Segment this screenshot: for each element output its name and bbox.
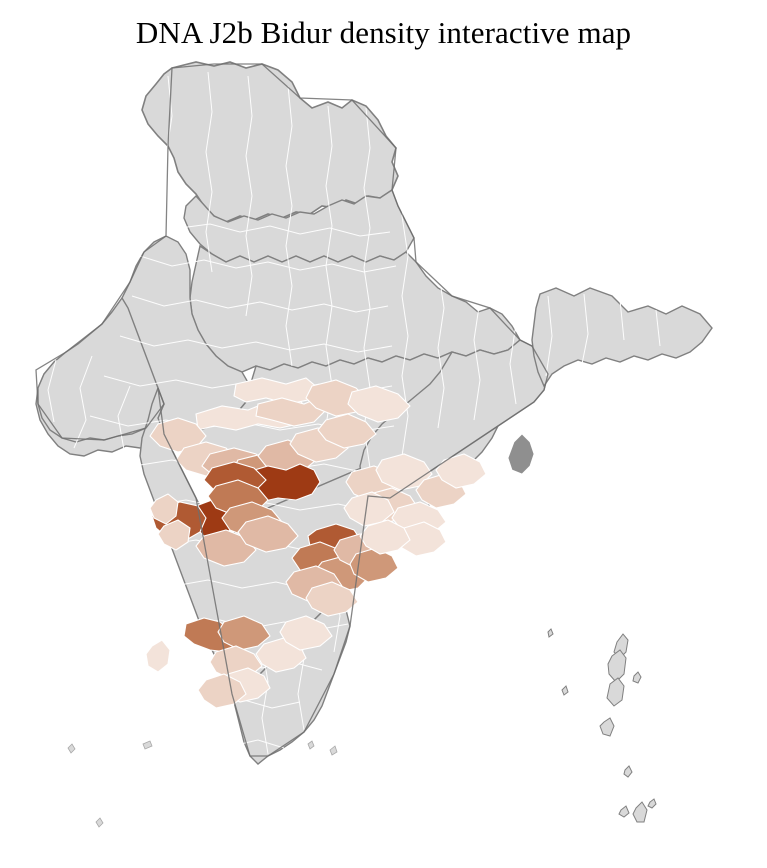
district-level2[interactable] xyxy=(305,581,359,617)
island-lakshadweep-1 xyxy=(67,743,76,754)
state-northeast[interactable] xyxy=(531,287,713,388)
district-level3[interactable] xyxy=(237,515,299,553)
island-lakshadweep-4 xyxy=(307,740,315,750)
state-gangetic-plain[interactable] xyxy=(189,244,521,373)
island-small-1 xyxy=(618,805,630,818)
district-darkgray[interactable] xyxy=(507,433,535,475)
island-lakshadweep-2 xyxy=(142,740,153,750)
district-level2[interactable] xyxy=(255,397,327,427)
state-gujarat-peninsula[interactable] xyxy=(37,296,165,443)
island-south-andaman xyxy=(606,677,625,707)
india-choropleth-map[interactable] xyxy=(0,56,767,868)
state-jammu-kashmir[interactable] xyxy=(141,61,399,223)
district-level1[interactable] xyxy=(347,385,411,423)
page-title: DNA J2b Bidur density interactive map xyxy=(135,15,632,50)
island-lakshadweep-5 xyxy=(329,745,338,756)
district-level1[interactable] xyxy=(145,639,171,673)
country-outline xyxy=(35,63,549,757)
island-car-nicobar xyxy=(632,671,642,684)
district-level2[interactable] xyxy=(317,413,377,449)
district-level1[interactable] xyxy=(279,615,333,651)
island-lakshadweep-3 xyxy=(95,817,104,828)
island-small-3 xyxy=(547,628,554,638)
island-nancowry xyxy=(623,765,633,778)
district-level3[interactable] xyxy=(195,529,257,567)
andaman-nicobar-islands[interactable] xyxy=(547,628,657,823)
district-level2[interactable] xyxy=(149,493,179,525)
lakshadweep-islands[interactable] xyxy=(67,740,338,828)
special-gray-district-layer[interactable] xyxy=(507,433,535,475)
island-small-4 xyxy=(561,685,569,696)
island-middle-andaman xyxy=(607,649,627,683)
district-level4[interactable] xyxy=(217,615,271,651)
island-little-andaman xyxy=(599,717,615,737)
island-small-2 xyxy=(647,798,657,809)
district-level1[interactable] xyxy=(435,453,487,489)
map-svg[interactable] xyxy=(0,56,767,868)
island-great-nicobar xyxy=(632,801,648,823)
district-level2[interactable] xyxy=(157,519,191,551)
